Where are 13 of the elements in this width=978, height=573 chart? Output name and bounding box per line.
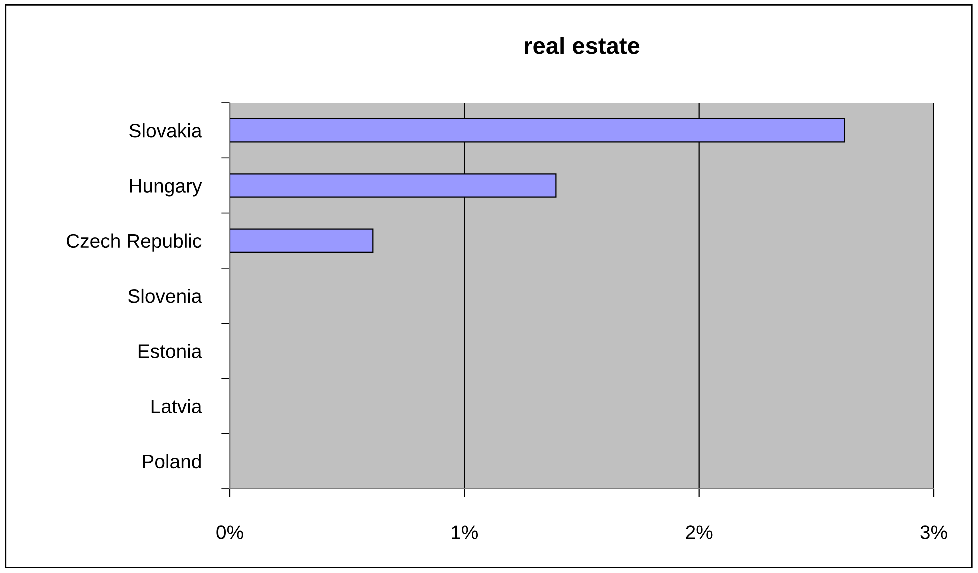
- x-tick-label: 1%: [452, 526, 478, 540]
- y-tick-label: Latvia: [152, 399, 202, 414]
- y-tick-label: Poland: [143, 454, 201, 469]
- bar: [230, 228, 374, 253]
- y-tick-label: Slovakia: [130, 124, 202, 138]
- chart-title: real estate: [525, 36, 640, 54]
- y-tick-label: Hungary: [130, 179, 202, 197]
- x-tick-label: 2%: [686, 526, 713, 540]
- y-tick-label: Slovenia: [128, 288, 202, 304]
- x-tick-label: 0%: [216, 526, 244, 540]
- x-tick-label: 3%: [920, 526, 948, 540]
- y-tick-label: Estonia: [138, 344, 202, 358]
- y-tick-label: Czech Republic: [67, 234, 202, 252]
